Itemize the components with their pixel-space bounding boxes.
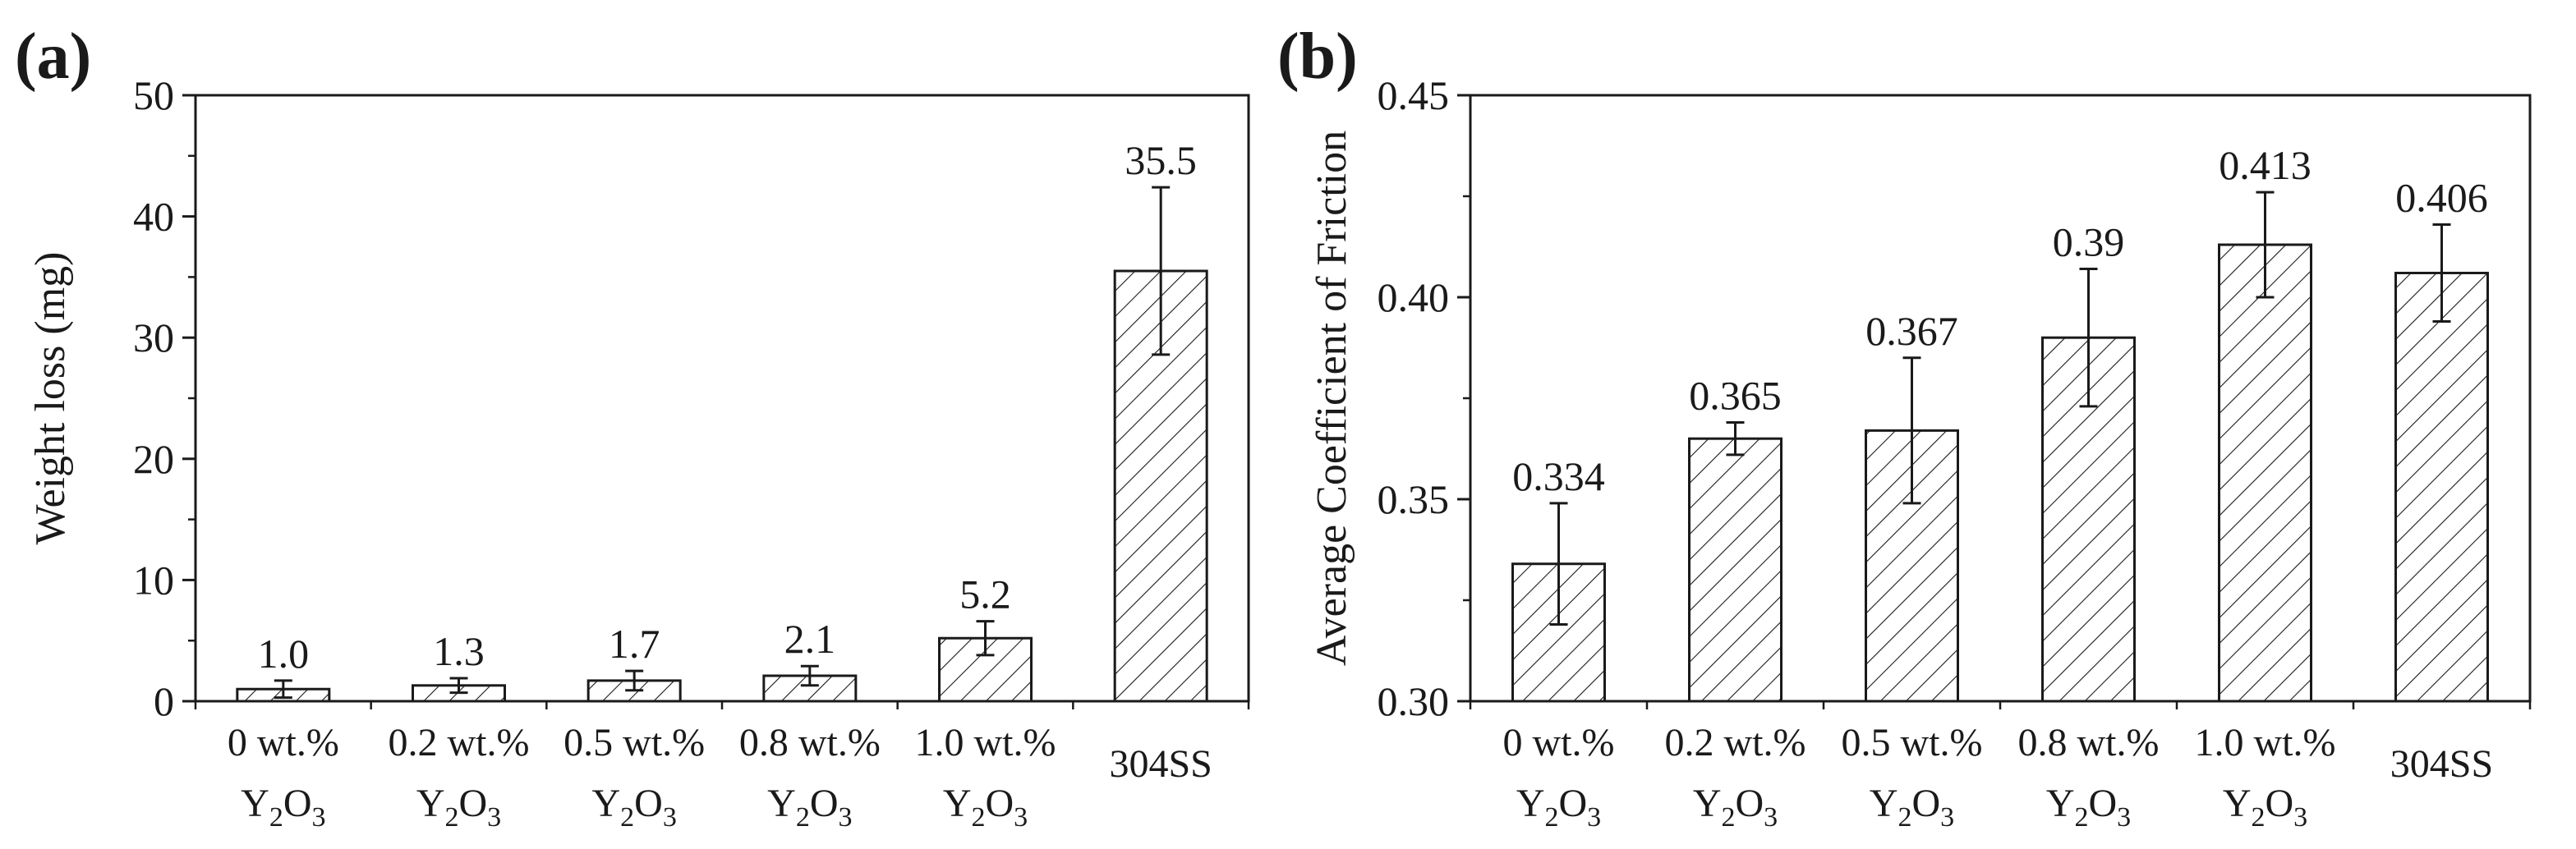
formula-part: 2 (1898, 802, 1912, 833)
formula-part: O (1736, 782, 1764, 825)
formula-part: O (2266, 782, 2294, 825)
formula-part: Y (591, 782, 620, 825)
x-category-label: 0.2 wt.% (389, 721, 530, 764)
axis-frame (1469, 94, 2532, 703)
formula-part: O (1559, 782, 1588, 825)
formula-part: 2 (2075, 802, 2089, 833)
x-category-label: 0 wt.% (1503, 721, 1615, 764)
formula-part: 3 (663, 802, 677, 833)
x-category-label: 304SS (2390, 742, 2493, 786)
data-label: 35.5 (1125, 137, 1197, 183)
x-category-formula: Y2O3 (943, 782, 1028, 833)
formula-part: Y (2046, 782, 2075, 825)
formula-part: 2 (796, 802, 810, 833)
y-axis-title: Weight loss (mg) (27, 252, 74, 545)
formula-part: 3 (312, 802, 326, 833)
formula-part: 3 (1940, 802, 1954, 833)
formula-part: 2 (972, 802, 986, 833)
x-category-formula: Y2O3 (2223, 782, 2307, 833)
data-label: 2.1 (784, 616, 836, 662)
x-category-formula: Y2O3 (1516, 782, 1601, 833)
formula-part: O (2089, 782, 2118, 825)
formula-part: Y (1693, 782, 1722, 825)
bar (1688, 437, 1782, 703)
chart-panel-a: (a) 1.0 1.3 1.7 2.1 5.2 35.5 0 10 20 30 40 50 0 wt.% Y… (15, 21, 1250, 833)
y-tick-label: 0.35 (1378, 476, 1450, 522)
data-label: 0.334 (1512, 453, 1605, 499)
formula-part: O (986, 782, 1014, 825)
formula-part: 2 (445, 802, 459, 833)
y-tick-label: 0 (154, 678, 174, 724)
formula-part: 3 (2293, 802, 2307, 833)
x-category-formula: Y2O3 (1870, 782, 1954, 833)
formula-part: 3 (2117, 802, 2131, 833)
data-label: 1.7 (609, 621, 660, 667)
data-label: 0.413 (2219, 142, 2312, 188)
formula-part: 3 (487, 802, 501, 833)
formula-part: Y (416, 782, 445, 825)
x-category-label: 0.8 wt.% (739, 721, 881, 764)
y-tick-label: 0.40 (1378, 274, 1450, 320)
x-category-label: 0.2 wt.% (1665, 721, 1806, 764)
y-axis-title: Average Coefficient of Friction (1309, 131, 1355, 666)
x-category-formula: Y2O3 (591, 782, 676, 833)
panel-label: (b) (1277, 21, 1358, 93)
y-tick-label: 10 (133, 557, 174, 603)
data-label: 0.367 (1865, 308, 1958, 354)
formula-part: O (1912, 782, 1941, 825)
formula-part: Y (241, 782, 269, 825)
x-category-formula: Y2O3 (767, 782, 852, 833)
x-category-label: 0 wt.% (228, 721, 339, 764)
formula-part: Y (1516, 782, 1545, 825)
formula-part: O (634, 782, 663, 825)
y-tick-label: 30 (133, 314, 174, 360)
formula-part: 3 (1014, 802, 1028, 833)
formula-part: 2 (2252, 802, 2266, 833)
formula-part: 3 (1587, 802, 1601, 833)
data-label: 5.2 (959, 571, 1011, 617)
formula-part: O (283, 782, 312, 825)
formula-part: O (810, 782, 839, 825)
x-category-formula: Y2O3 (1693, 782, 1778, 833)
formula-part: Y (2223, 782, 2252, 825)
axis-frame (194, 94, 1250, 703)
formula-part: Y (943, 782, 972, 825)
y-tick-label: 0.45 (1378, 72, 1450, 118)
chart-panel-b: (b) 0.334 0.365 0.367 0.39 0.413 0.406 0.30 0.35… (1277, 21, 2532, 833)
x-category-label: 1.0 wt.% (2195, 721, 2336, 764)
x-category-label: 304SS (1109, 742, 1212, 786)
y-tick-label: 0.30 (1378, 678, 1450, 724)
x-category-label: 0.5 wt.% (564, 721, 705, 764)
formula-part: 3 (839, 802, 853, 833)
x-category-label: 1.0 wt.% (915, 721, 1056, 764)
data-label: 1.3 (433, 628, 485, 674)
formula-part: Y (1870, 782, 1898, 825)
formula-part: Y (767, 782, 796, 825)
y-tick-label: 40 (133, 194, 174, 240)
formula-part: O (459, 782, 488, 825)
data-label: 0.406 (2395, 174, 2488, 220)
formula-part: 2 (620, 802, 634, 833)
x-category-formula: Y2O3 (2046, 782, 2131, 833)
bar (2218, 243, 2312, 703)
formula-part: 3 (1764, 802, 1778, 833)
formula-part: 2 (1545, 802, 1559, 833)
panel-label: (a) (15, 21, 91, 93)
x-category-label: 0.5 wt.% (1842, 721, 1983, 764)
x-category-label: 0.8 wt.% (2018, 721, 2160, 764)
formula-part: 2 (1722, 802, 1736, 833)
formula-part: 2 (269, 802, 283, 833)
bar (2394, 271, 2489, 703)
data-label: 1.0 (258, 631, 310, 677)
x-category-formula: Y2O3 (416, 782, 501, 833)
data-label: 0.39 (2053, 219, 2125, 265)
y-tick-label: 50 (133, 72, 174, 118)
y-tick-label: 20 (133, 436, 174, 482)
data-label: 0.365 (1689, 373, 1782, 419)
x-category-formula: Y2O3 (241, 782, 325, 833)
